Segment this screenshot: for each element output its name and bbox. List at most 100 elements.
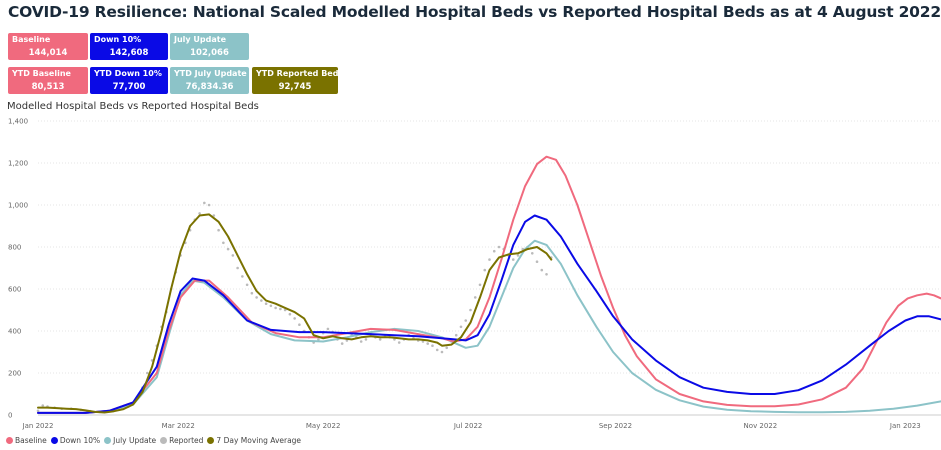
legend-dot (160, 437, 168, 444)
reported-point (255, 296, 258, 299)
reported-point (274, 306, 277, 310)
reported-point (203, 201, 206, 205)
x-tick-label: Mar 2022 (162, 422, 195, 430)
reported-point (41, 404, 45, 407)
chart-legend: Baseline Down 10% July Update Reported 7… (6, 436, 301, 445)
legend-label: Down 10% (59, 436, 101, 445)
reported-point (469, 308, 472, 312)
reported-point (241, 275, 244, 278)
reported-point (440, 350, 444, 354)
y-tick-label: 400 (8, 328, 21, 336)
reported-point (146, 371, 149, 375)
reported-point (473, 296, 477, 299)
reported-point (236, 266, 239, 270)
reported-point (198, 212, 201, 215)
reported-point (492, 249, 496, 253)
card-label: YTD Baseline (12, 69, 71, 78)
reported-point (222, 241, 225, 245)
page-title: COVID-19 Resilience: National Scaled Mod… (8, 3, 941, 21)
reported-point (435, 348, 439, 352)
legend-label: 7 Day Moving Average (216, 436, 302, 445)
reported-point (283, 308, 287, 312)
reported-point (426, 342, 430, 345)
card-value: 102,066 (190, 48, 229, 58)
reported-point (478, 283, 482, 287)
x-tick-label: Jan 2022 (22, 422, 54, 430)
reported-point (226, 247, 230, 251)
reported-point (298, 323, 301, 326)
line-chart: 0 200 400 600 800 1,000 1,200 1,400 Jan 2022 Mar … (8, 118, 941, 430)
y-tick-label: 800 (8, 244, 21, 252)
reported-point (464, 319, 468, 322)
legend-label: Baseline (15, 436, 47, 445)
reported-point (459, 325, 463, 329)
reported-point (212, 214, 216, 217)
reported-point (359, 340, 363, 343)
reported-point (445, 346, 449, 350)
card-value: 92,745 (278, 82, 312, 92)
reported-point (217, 228, 220, 232)
card-ytd-baseline: YTD Baseline 80,513 (8, 67, 88, 94)
card-value: 80,513 (31, 82, 65, 92)
y-tick-label: 1,400 (8, 118, 28, 126)
y-tick-label: 1,000 (8, 202, 28, 210)
card-down-10: Down 10% 142,608 (90, 33, 168, 60)
legend-label: July Update (113, 436, 157, 445)
card-value: 142,608 (109, 48, 149, 58)
reported-point (317, 338, 320, 341)
reported-point (530, 252, 534, 255)
reported-point (521, 247, 525, 251)
reported-point (535, 260, 539, 263)
reported-point (269, 304, 273, 308)
reported-point (516, 254, 520, 257)
x-tick-label: Jul 2022 (453, 422, 483, 430)
reported-point (245, 283, 249, 287)
legend-item-down-10[interactable]: Down 10% (50, 436, 101, 445)
card-label: YTD Reported Beds (256, 69, 344, 78)
series-line-7-day-moving-average (37, 213, 553, 414)
legend-item-reported[interactable]: Reported (160, 436, 203, 445)
reported-point (250, 291, 254, 295)
reported-point (340, 342, 344, 345)
reported-point (326, 327, 330, 331)
x-tick-label: Jan 2023 (889, 422, 921, 430)
reported-point (260, 299, 263, 302)
legend-dot (6, 437, 13, 444)
card-value: 77,700 (112, 82, 146, 92)
card-label: July Update (174, 35, 227, 44)
legend-item-july-update[interactable]: July Update (104, 436, 156, 445)
legend-dot (104, 437, 112, 444)
card-ytd-july-update: YTD July Update 76,834.36 (170, 67, 249, 94)
reported-point (279, 307, 282, 311)
series-line-down-10- (37, 214, 941, 414)
legend-dot (50, 437, 58, 444)
y-tick-label: 0 (8, 412, 12, 420)
card-ytd-reported-beds: YTD Reported Beds 92,745 (252, 67, 343, 94)
card-ytd-down-10: YTD Down 10% 77,700 (90, 67, 168, 94)
y-tick-label: 200 (8, 370, 21, 378)
reported-point (207, 203, 211, 207)
card-value: 76,834.36 (185, 82, 234, 92)
x-tick-label: Nov 2022 (744, 422, 778, 430)
card-label: Baseline (12, 35, 51, 44)
reported-point (397, 341, 401, 344)
legend-item-7-day-moving-average[interactable]: 7 Day Moving Average (207, 436, 301, 445)
card-july-update: July Update 102,066 (170, 33, 249, 60)
reported-point (293, 317, 296, 320)
reported-point (545, 273, 548, 276)
reported-point (378, 338, 382, 341)
reported-point (511, 258, 515, 261)
reported-point (36, 409, 40, 413)
chart-title: Modelled Hospital Beds vs Reported Hospi… (7, 101, 259, 112)
legend-item-baseline[interactable]: Baseline (6, 436, 47, 445)
y-tick-label: 1,200 (8, 160, 28, 168)
reported-point (431, 344, 434, 347)
reported-point (488, 258, 491, 261)
card-value: 144,014 (28, 48, 68, 58)
reported-point (364, 338, 368, 341)
x-tick-label: Sep 2022 (599, 422, 632, 430)
reported-point (497, 245, 501, 249)
x-tick-label: May 2022 (306, 422, 341, 430)
card-label: YTD Down 10% (94, 69, 162, 78)
reported-point (231, 254, 235, 257)
